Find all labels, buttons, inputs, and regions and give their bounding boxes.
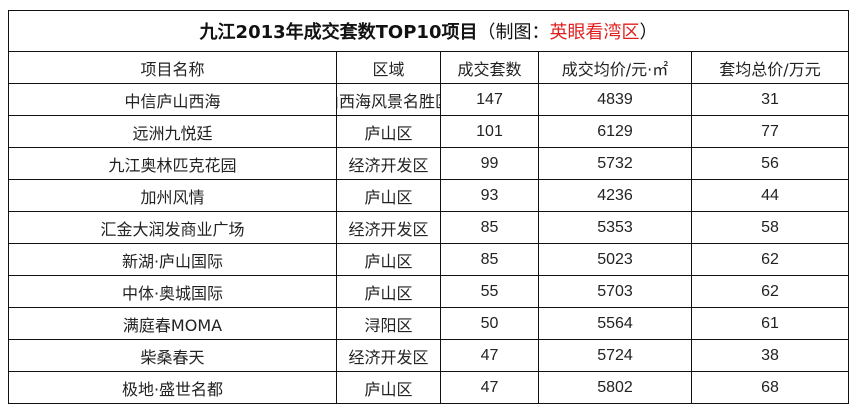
- cell-project-name: 中信庐山西海: [8, 83, 337, 116]
- cell-avg-price: 4236: [538, 179, 692, 212]
- table-row: 九江奥林匹克花园 经济开发区 99 5732 56: [8, 147, 850, 180]
- cell-units: 101: [440, 115, 539, 148]
- cell-project-name: 汇金大润发商业广场: [8, 211, 337, 244]
- cell-avg-price: 5564: [538, 307, 692, 340]
- cell-area: 经济开发区: [336, 211, 441, 244]
- cell-unit-total: 58: [690, 211, 850, 244]
- cell-project-name: 中体·奥城国际: [8, 275, 337, 308]
- cell-project-name: 柴桑春天: [8, 339, 337, 372]
- cell-unit-total: 77: [690, 115, 850, 148]
- cell-avg-price: 6129: [538, 115, 692, 148]
- cell-project-name: 满庭春MOMA: [8, 307, 337, 340]
- cell-project-name: 远洲九悦廷: [8, 115, 337, 148]
- cell-avg-price: 5802: [538, 371, 692, 404]
- column-header-units: 成交套数: [440, 51, 539, 84]
- cell-units: 147: [440, 83, 539, 116]
- cell-area: 庐山西海风景名胜区: [336, 83, 441, 116]
- ranking-table-sheet: 九江2013年成交套数TOP10项目（制图：英眼看湾区） 项目名称 区域 成交套…: [7, 10, 850, 404]
- cell-avg-price: 5703: [538, 275, 692, 308]
- cell-units: 47: [440, 339, 539, 372]
- top10-projects-table: 九江2013年成交套数TOP10项目（制图：英眼看湾区） 项目名称 区域 成交套…: [7, 10, 850, 404]
- table-row: 中体·奥城国际 庐山区 55 5703 62: [8, 275, 850, 308]
- cell-avg-price: 5353: [538, 211, 692, 244]
- cell-unit-total: 44: [690, 179, 850, 212]
- cell-area: 庐山区: [336, 243, 441, 276]
- cell-unit-total: 61: [690, 307, 850, 340]
- cell-area: 经济开发区: [336, 147, 441, 180]
- cell-project-name: 九江奥林匹克花园: [8, 147, 337, 180]
- cell-unit-total: 56: [690, 147, 850, 180]
- table-row: 汇金大润发商业广场 经济开发区 85 5353 58: [8, 211, 850, 244]
- cell-units: 47: [440, 371, 539, 404]
- column-header-avg-price: 成交均价/元·㎡: [538, 51, 692, 84]
- title-paren-open: （制图：: [477, 22, 550, 43]
- cell-project-name: 新湖·庐山国际: [8, 243, 337, 276]
- column-header-name: 项目名称: [8, 51, 337, 84]
- table-row: 柴桑春天 经济开发区 47 5724 38: [8, 339, 850, 372]
- cell-units: 99: [440, 147, 539, 180]
- cell-area: 庐山区: [336, 179, 441, 212]
- table-row: 加州风情 庐山区 93 4236 44: [8, 179, 850, 212]
- cell-area: 庐山区: [336, 371, 441, 404]
- cell-units: 55: [440, 275, 539, 308]
- column-header-unit-total: 套均总价/万元: [690, 51, 850, 84]
- cell-project-name: 极地·盛世名都: [8, 371, 337, 404]
- cell-avg-price: 4839: [538, 83, 692, 116]
- cell-project-name: 加州风情: [8, 179, 337, 212]
- table-title: 九江2013年成交套数TOP10项目（制图：英眼看湾区）: [7, 10, 850, 52]
- cell-avg-price: 5023: [538, 243, 692, 276]
- cell-unit-total: 62: [690, 243, 850, 276]
- title-credit: 英眼看湾区: [549, 22, 640, 43]
- cell-units: 93: [440, 179, 539, 212]
- cell-area: 经济开发区: [336, 339, 441, 372]
- table-row: 满庭春MOMA 浔阳区 50 5564 61: [8, 307, 850, 340]
- cell-units: 85: [440, 211, 539, 244]
- cell-area-text: 庐山西海风景名胜区: [338, 91, 440, 111]
- cell-area: 庐山区: [336, 115, 441, 148]
- table-row: 极地·盛世名都 庐山区 47 5802 68: [8, 371, 850, 404]
- cell-unit-total: 31: [690, 83, 850, 116]
- table-row: 中信庐山西海 庐山西海风景名胜区 147 4839 31: [8, 83, 850, 116]
- cell-units: 50: [440, 307, 539, 340]
- cell-avg-price: 5724: [538, 339, 692, 372]
- cell-unit-total: 38: [690, 339, 850, 372]
- cell-area: 浔阳区: [336, 307, 441, 340]
- cell-area: 庐山区: [336, 275, 441, 308]
- title-main: 九江2013年成交套数TOP10项目: [199, 22, 478, 43]
- title-paren-close: ）: [639, 22, 658, 43]
- column-header-area: 区域: [336, 51, 441, 84]
- cell-units: 85: [440, 243, 539, 276]
- cell-unit-total: 62: [690, 275, 850, 308]
- table-row: 新湖·庐山国际 庐山区 85 5023 62: [8, 243, 850, 276]
- table-row: 远洲九悦廷 庐山区 101 6129 77: [8, 115, 850, 148]
- cell-unit-total: 68: [690, 371, 850, 404]
- cell-avg-price: 5732: [538, 147, 692, 180]
- header-row: 项目名称 区域 成交套数 成交均价/元·㎡ 套均总价/万元: [8, 51, 850, 84]
